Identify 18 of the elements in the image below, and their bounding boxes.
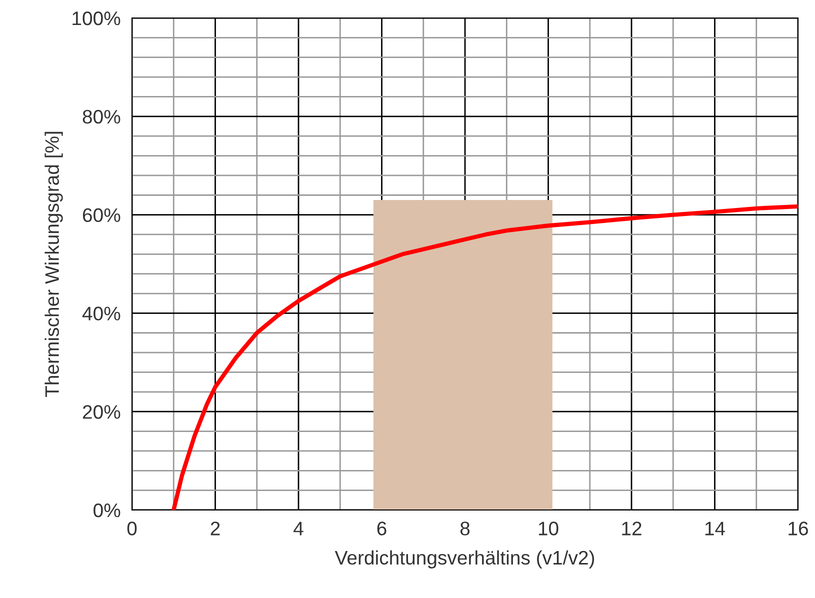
y-tick-label: 0% (94, 503, 120, 518)
x-axis-title: Verdichtungsverhältins (v1/v2) (334, 550, 594, 568)
y-tick-label: 100% (72, 11, 120, 26)
y-axis-title: Thermischer Wirkungsgrad [%] (44, 132, 63, 398)
x-tick-label: 16 (788, 522, 808, 536)
y-tick-label: 40% (82, 306, 120, 320)
x-tick-label: 6 (377, 522, 386, 536)
x-tick-label: 8 (460, 522, 470, 536)
x-tick-label: 4 (294, 522, 304, 536)
y-tick-label: 60% (82, 208, 120, 222)
x-tick-label: 14 (705, 522, 725, 536)
y-tick-label: 80% (82, 110, 120, 124)
y-tick-label: 20% (82, 405, 120, 419)
x-tick-label: 10 (538, 522, 558, 536)
x-tick-label: 0 (127, 522, 137, 536)
x-tick-label: 12 (622, 522, 642, 536)
x-tick-label: 2 (210, 522, 220, 536)
line-series (172, 204, 798, 510)
